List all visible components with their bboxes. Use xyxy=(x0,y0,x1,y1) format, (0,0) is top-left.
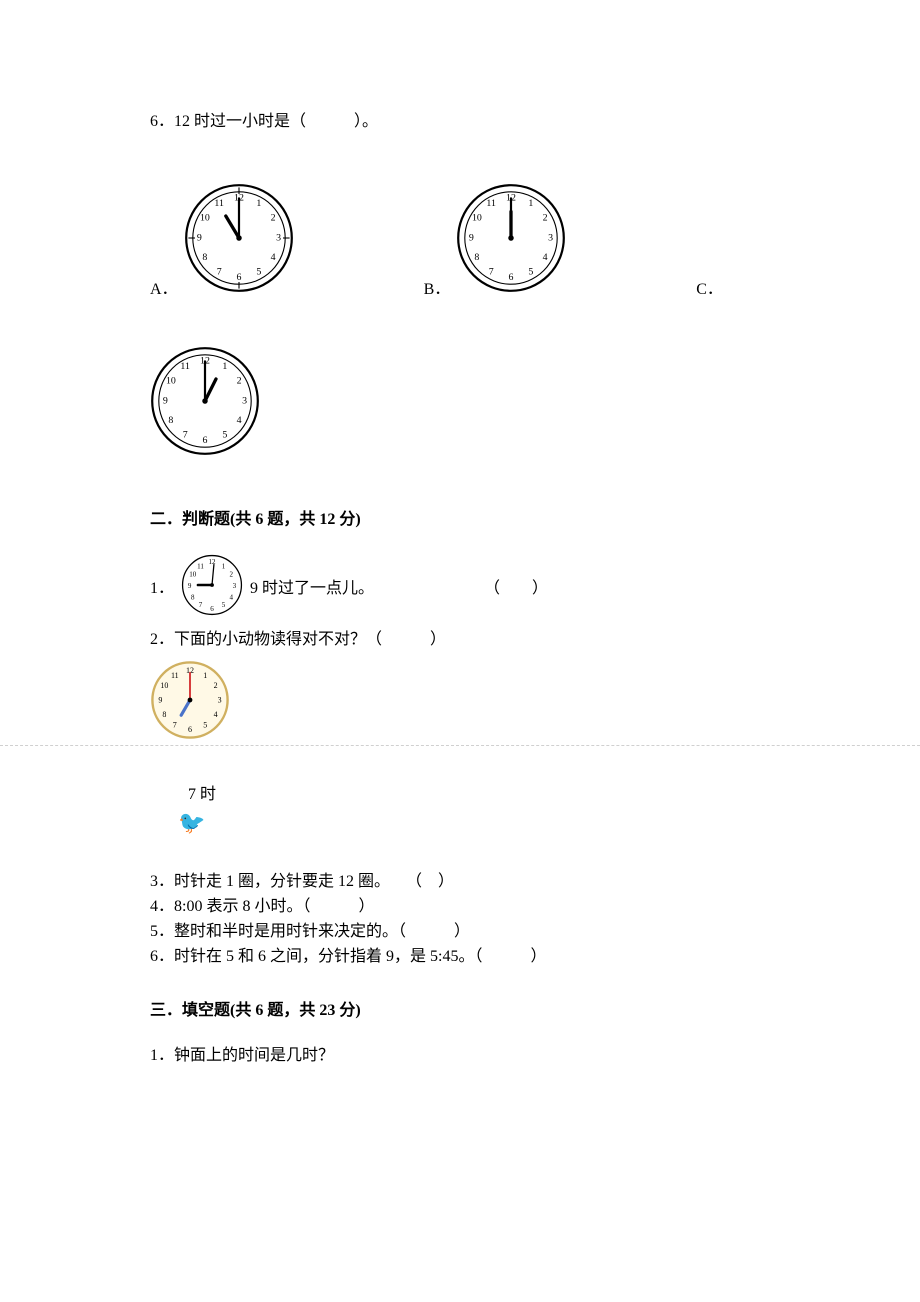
svg-text:3: 3 xyxy=(276,232,281,243)
clock-icon: 123 69 12 45 78 1011 xyxy=(180,553,244,626)
svg-text:1: 1 xyxy=(222,361,227,372)
answer-label: 7 时 xyxy=(188,780,216,804)
svg-text:1: 1 xyxy=(529,198,534,209)
svg-text:4: 4 xyxy=(237,415,242,426)
svg-text:6: 6 xyxy=(188,726,192,735)
svg-text:2: 2 xyxy=(543,212,548,223)
q6-option-A: A． 1212 345 678 xyxy=(150,183,294,298)
svg-text:11: 11 xyxy=(171,671,179,680)
q6-number: 6． xyxy=(150,113,174,130)
svg-text:6: 6 xyxy=(236,272,241,283)
svg-text:6: 6 xyxy=(509,272,514,283)
svg-text:8: 8 xyxy=(191,593,195,601)
section2-q3: 3．时针走 1 圈，分针要走 12 圈。 （ ） xyxy=(150,870,770,895)
svg-text:9: 9 xyxy=(163,395,168,406)
clock-icon: 1212 345 678 91011 xyxy=(456,183,566,298)
section2-q1: 1． 123 69 12 45 78 1011 9 时过了 xyxy=(150,553,770,626)
option-label: C． xyxy=(696,282,723,298)
section2-heading: 二．判断题(共 6 题，共 12 分) xyxy=(150,505,770,529)
q2-text: 下面的小动物读得对不对？ xyxy=(174,628,366,653)
option-label: A． xyxy=(150,282,178,298)
section2-q4: 4．8:00 表示 8 小时。（ ） xyxy=(150,895,770,920)
answer-paren: （ ） xyxy=(484,577,548,602)
q6-options-row-1: A． 1212 345 678 xyxy=(150,183,770,298)
svg-text:7: 7 xyxy=(216,266,221,277)
svg-text:4: 4 xyxy=(229,593,233,601)
section2-q2-line: 2． 下面的小动物读得对不对？ （ ） xyxy=(150,628,770,653)
section2-q6: 6．时针在 5 和 6 之间，分针指着 9，是 5:45。（ ） xyxy=(150,945,770,970)
section2-q5: 5．整时和半时是用时针来决定的。（ ） xyxy=(150,920,770,945)
svg-text:6: 6 xyxy=(203,435,208,446)
svg-text:3: 3 xyxy=(233,582,237,590)
svg-text:10: 10 xyxy=(160,682,168,691)
svg-text:8: 8 xyxy=(162,710,166,719)
q-number: 1． xyxy=(150,577,174,602)
q1-text: 9 时过了一点儿。 xyxy=(250,577,374,602)
svg-text:1: 1 xyxy=(256,198,261,209)
svg-text:7: 7 xyxy=(199,601,203,609)
svg-text:8: 8 xyxy=(168,415,173,426)
clock-icon: 1212 345 678 91011 xyxy=(150,443,260,460)
section2-q2-figure: 1212 345 678 91011 7 时 🐦 xyxy=(150,660,770,836)
section3-heading: 三．填空题(共 6 题，共 23 分) xyxy=(150,996,770,1020)
option-label: B． xyxy=(424,282,451,298)
svg-text:3: 3 xyxy=(218,696,222,705)
svg-text:9: 9 xyxy=(196,232,201,243)
svg-text:8: 8 xyxy=(202,252,207,263)
svg-text:9: 9 xyxy=(469,232,474,243)
svg-text:8: 8 xyxy=(475,252,480,263)
clock-icon: 1212 345 678 91011 xyxy=(150,660,770,745)
svg-text:10: 10 xyxy=(189,570,197,578)
svg-text:1: 1 xyxy=(203,671,207,680)
answer-paren: （ ） xyxy=(366,628,446,653)
svg-text:6: 6 xyxy=(210,605,214,613)
q6-options-row-2: 1212 345 678 91011 xyxy=(150,346,770,461)
svg-text:7: 7 xyxy=(183,429,188,440)
svg-text:2: 2 xyxy=(237,375,242,386)
svg-text:3: 3 xyxy=(242,395,247,406)
svg-text:2: 2 xyxy=(270,212,275,223)
svg-text:7: 7 xyxy=(489,266,494,277)
svg-text:5: 5 xyxy=(203,721,207,730)
svg-text:2: 2 xyxy=(229,570,233,578)
svg-text:11: 11 xyxy=(214,198,224,209)
svg-text:12: 12 xyxy=(209,558,217,566)
svg-text:10: 10 xyxy=(200,212,210,223)
svg-text:1: 1 xyxy=(222,562,226,570)
svg-text:3: 3 xyxy=(548,232,553,243)
q6-option-C-label: C． xyxy=(696,282,729,298)
svg-text:10: 10 xyxy=(166,375,176,386)
animal-icon: 🐦 xyxy=(178,810,770,836)
svg-text:4: 4 xyxy=(214,710,218,719)
svg-text:4: 4 xyxy=(543,252,548,263)
svg-text:5: 5 xyxy=(529,266,534,277)
q6-text: 12 时过一小时是（ ）。 xyxy=(174,113,378,130)
page-divider xyxy=(0,745,920,746)
svg-text:5: 5 xyxy=(222,601,226,609)
svg-text:5: 5 xyxy=(256,266,261,277)
svg-text:7: 7 xyxy=(173,721,177,730)
svg-text:10: 10 xyxy=(472,212,482,223)
clock-icon: 1212 345 678 91011 xyxy=(184,183,294,298)
section1-q6: 6．12 时过一小时是（ ）。 xyxy=(150,110,770,135)
svg-text:9: 9 xyxy=(158,696,162,705)
section3-q1: 1．钟面上的时间是几时？ xyxy=(150,1044,770,1069)
svg-text:2: 2 xyxy=(214,682,218,691)
svg-text:9: 9 xyxy=(188,582,192,590)
svg-text:5: 5 xyxy=(222,429,227,440)
q6-option-B: B． 1212 345 678 91011 xyxy=(424,183,567,298)
svg-text:11: 11 xyxy=(197,562,204,570)
svg-text:11: 11 xyxy=(487,198,497,209)
svg-text:4: 4 xyxy=(270,252,275,263)
q2-animal-answer: 7 时 xyxy=(188,780,770,804)
svg-text:11: 11 xyxy=(180,361,190,372)
q-number: 2． xyxy=(150,628,174,653)
